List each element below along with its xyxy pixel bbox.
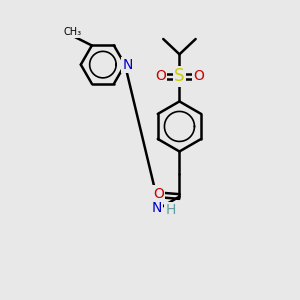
Text: S: S <box>174 68 185 85</box>
Text: O: O <box>193 69 204 83</box>
Text: O: O <box>153 187 164 201</box>
Text: N: N <box>152 201 162 215</box>
Text: CH₃: CH₃ <box>64 27 82 37</box>
Text: H: H <box>165 203 176 217</box>
Text: O: O <box>155 69 166 83</box>
Text: N: N <box>122 58 133 72</box>
